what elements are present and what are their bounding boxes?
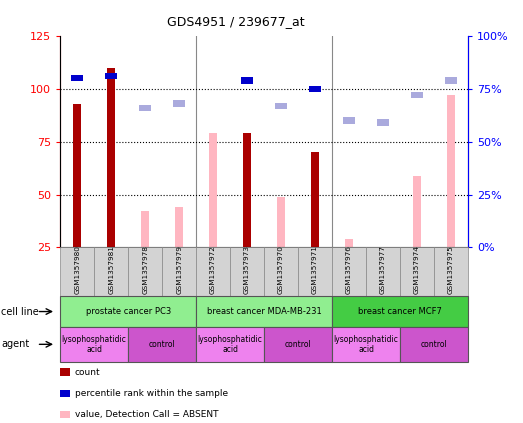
Text: GSM1357981: GSM1357981 <box>108 245 114 294</box>
Text: GSM1357971: GSM1357971 <box>312 245 318 294</box>
Text: control: control <box>420 340 448 349</box>
Text: GSM1357970: GSM1357970 <box>278 245 284 294</box>
Bar <box>445 77 457 84</box>
Bar <box>105 73 117 80</box>
Bar <box>73 104 82 247</box>
Text: lysophosphatidic
acid: lysophosphatidic acid <box>62 335 127 354</box>
Text: GSM1357976: GSM1357976 <box>346 245 352 294</box>
Text: control: control <box>285 340 312 349</box>
Text: percentile rank within the sample: percentile rank within the sample <box>75 389 228 398</box>
Bar <box>241 77 253 84</box>
Text: GDS4951 / 239677_at: GDS4951 / 239677_at <box>166 15 304 28</box>
Text: breast cancer MDA-MB-231: breast cancer MDA-MB-231 <box>207 307 322 316</box>
Bar <box>209 133 218 247</box>
Bar <box>411 92 423 99</box>
Text: agent: agent <box>1 339 29 349</box>
Bar <box>311 152 320 247</box>
Text: GSM1357980: GSM1357980 <box>74 245 80 294</box>
Bar <box>173 101 185 107</box>
Bar <box>377 119 389 126</box>
Text: cell line: cell line <box>1 307 39 316</box>
Text: GSM1357977: GSM1357977 <box>380 245 386 294</box>
Bar <box>243 133 252 247</box>
Text: value, Detection Call = ABSENT: value, Detection Call = ABSENT <box>75 410 218 419</box>
Bar <box>275 103 287 109</box>
Text: GSM1357975: GSM1357975 <box>448 245 454 294</box>
Bar <box>413 176 422 247</box>
Text: GSM1357972: GSM1357972 <box>210 245 216 294</box>
Bar <box>447 95 456 247</box>
Bar <box>141 212 150 247</box>
Bar <box>175 207 184 247</box>
Bar <box>309 86 321 92</box>
Text: GSM1357974: GSM1357974 <box>414 245 420 294</box>
Text: prostate cancer PC3: prostate cancer PC3 <box>85 307 171 316</box>
Bar <box>343 117 355 124</box>
Text: lysophosphatidic
acid: lysophosphatidic acid <box>334 335 399 354</box>
Text: count: count <box>75 368 100 377</box>
Text: breast cancer MCF7: breast cancer MCF7 <box>358 307 442 316</box>
Bar <box>71 75 83 82</box>
Bar <box>277 197 286 247</box>
Text: GSM1357973: GSM1357973 <box>244 245 250 294</box>
Text: GSM1357979: GSM1357979 <box>176 245 182 294</box>
Text: GSM1357978: GSM1357978 <box>142 245 148 294</box>
Text: lysophosphatidic
acid: lysophosphatidic acid <box>198 335 263 354</box>
Bar <box>345 239 354 247</box>
Bar <box>107 68 116 247</box>
Text: control: control <box>149 340 176 349</box>
Bar <box>139 105 151 111</box>
